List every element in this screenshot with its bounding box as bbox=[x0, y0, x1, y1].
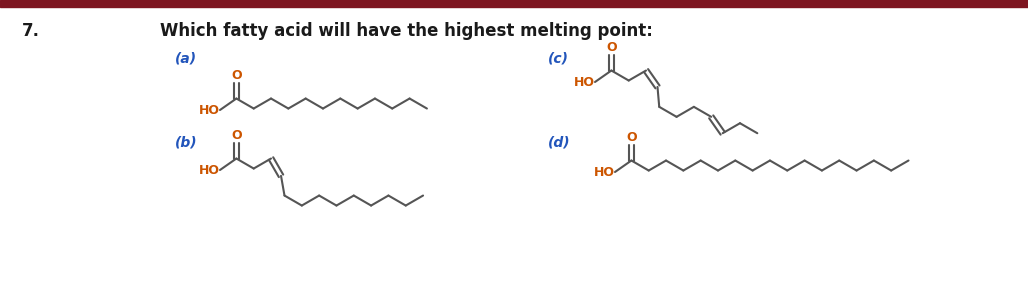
Text: O: O bbox=[607, 41, 617, 54]
Text: Which fatty acid will have the highest melting point:: Which fatty acid will have the highest m… bbox=[160, 22, 653, 40]
Text: O: O bbox=[626, 131, 636, 144]
Bar bbox=[0, 0, 1028, 7]
Text: (a): (a) bbox=[175, 52, 197, 66]
Text: (c): (c) bbox=[548, 52, 570, 66]
Text: HO: HO bbox=[199, 103, 220, 116]
Text: (b): (b) bbox=[175, 135, 197, 149]
Text: O: O bbox=[231, 129, 242, 142]
Text: HO: HO bbox=[574, 76, 595, 88]
Text: O: O bbox=[231, 69, 242, 82]
Text: HO: HO bbox=[199, 164, 220, 176]
Text: (d): (d) bbox=[548, 135, 571, 149]
Text: HO: HO bbox=[594, 166, 615, 178]
Text: 7.: 7. bbox=[22, 22, 40, 40]
